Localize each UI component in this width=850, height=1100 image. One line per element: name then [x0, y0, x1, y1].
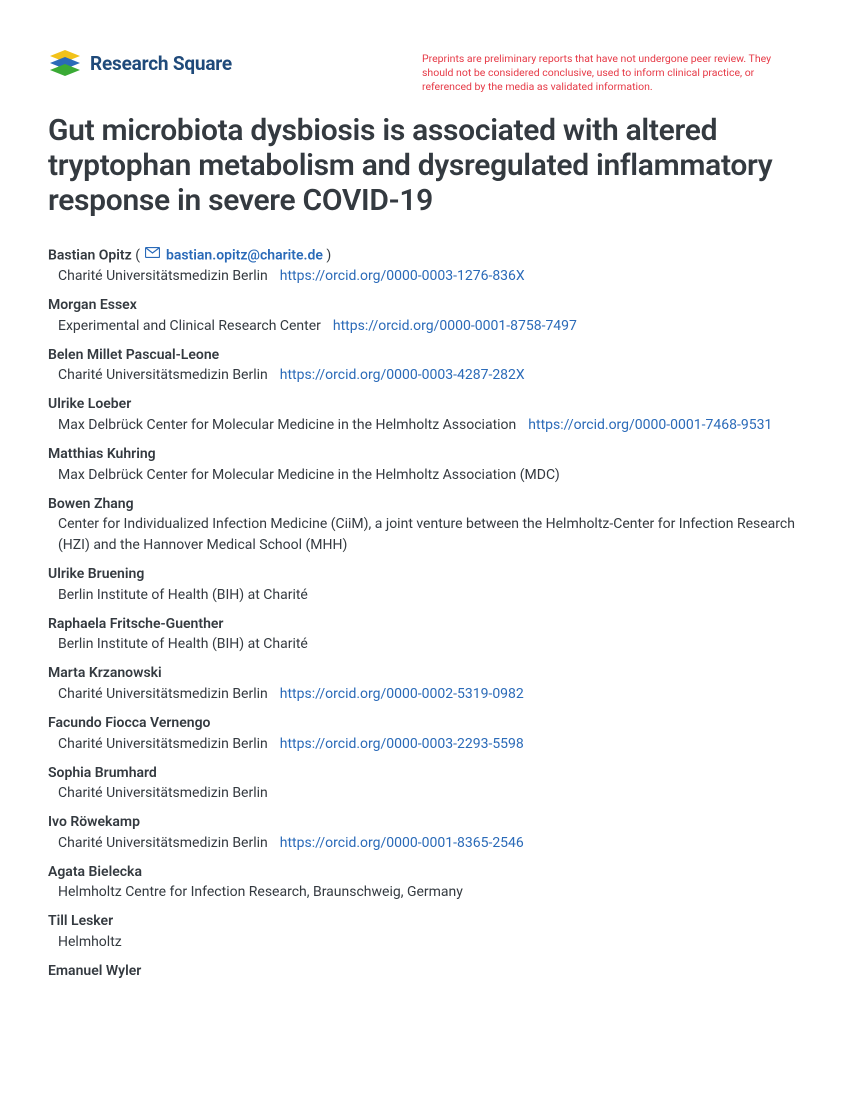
corresponding-email[interactable]: bastian.opitz@charite.de [162, 247, 322, 263]
author-affiliation: Experimental and Clinical Research Cente… [48, 316, 802, 337]
orcid-link[interactable]: https://orcid.org/0000-0003-4287-282X [280, 367, 525, 383]
orcid-link[interactable]: https://orcid.org/0000-0003-2293-5598 [280, 736, 524, 752]
disclaimer-text: Preprints are preliminary reports that h… [422, 48, 802, 95]
author-name: Matthias Kuhring [48, 445, 802, 465]
orcid-link[interactable]: https://orcid.org/0000-0001-8758-7497 [333, 318, 577, 334]
author-affiliation: Charité Universitätsmedizin Berlinhttps:… [48, 684, 802, 705]
author-block: Ulrike LoeberMax Delbrück Center for Mol… [48, 395, 802, 436]
author-affiliation: Charité Universitätsmedizin Berlinhttps:… [48, 833, 802, 854]
author-affiliation: Charité Universitätsmedizin Berlinhttps:… [48, 734, 802, 755]
author-name: Bastian Opitz ( bastian.opitz@charite.de… [48, 245, 802, 267]
orcid-link[interactable]: https://orcid.org/0000-0002-5319-0982 [280, 686, 524, 702]
author-block: Bowen ZhangCenter for Individualized Inf… [48, 495, 802, 557]
orcid-link[interactable]: https://orcid.org/0000-0001-7468-9531 [528, 417, 772, 433]
author-affiliation: Charité Universitätsmedizin Berlin [48, 783, 802, 804]
author-affiliation: Berlin Institute of Health (BIH) at Char… [48, 585, 802, 606]
author-block: Ivo RöwekampCharité Universitätsmedizin … [48, 813, 802, 854]
orcid-link[interactable]: https://orcid.org/0000-0001-8365-2546 [280, 835, 524, 851]
logo-icon [48, 48, 82, 78]
author-affiliation: Charité Universitätsmedizin Berlinhttps:… [48, 266, 802, 287]
author-block: Morgan EssexExperimental and Clinical Re… [48, 296, 802, 337]
authors-list: Bastian Opitz ( bastian.opitz@charite.de… [48, 245, 802, 982]
author-name: Agata Bielecka [48, 863, 802, 883]
author-name: Sophia Brumhard [48, 764, 802, 784]
author-name: Ulrike Bruening [48, 565, 802, 585]
author-name: Morgan Essex [48, 296, 802, 316]
orcid-link[interactable]: https://orcid.org/0000-0003-1276-836X [280, 268, 525, 284]
header-row: Research Square Preprints are preliminar… [48, 48, 802, 95]
author-name: Bowen Zhang [48, 495, 802, 515]
author-block: Agata BieleckaHelmholtz Centre for Infec… [48, 863, 802, 904]
author-block: Ulrike BrueningBerlin Institute of Healt… [48, 565, 802, 606]
mail-icon [145, 245, 160, 265]
author-affiliation: Center for Individualized Infection Medi… [48, 514, 802, 556]
author-name: Ulrike Loeber [48, 395, 802, 415]
author-name: Marta Krzanowski [48, 664, 802, 684]
author-block: Till LeskerHelmholtz [48, 912, 802, 953]
author-affiliation: Helmholtz Centre for Infection Research,… [48, 882, 802, 903]
author-block: Sophia BrumhardCharité Universitätsmediz… [48, 764, 802, 805]
author-name: Belen Millet Pascual-Leone [48, 346, 802, 366]
author-block: Matthias KuhringMax Delbrück Center for … [48, 445, 802, 486]
author-name: Facundo Fiocca Vernengo [48, 714, 802, 734]
author-affiliation: Charité Universitätsmedizin Berlinhttps:… [48, 365, 802, 386]
author-name: Ivo Röwekamp [48, 813, 802, 833]
author-block: Emanuel Wyler [48, 962, 802, 982]
author-block: Bastian Opitz ( bastian.opitz@charite.de… [48, 245, 802, 288]
paper-title: Gut microbiota dysbiosis is associated w… [48, 113, 802, 219]
author-block: Facundo Fiocca VernengoCharité Universit… [48, 714, 802, 755]
brand-name: Research Square [90, 52, 232, 75]
author-affiliation: Max Delbrück Center for Molecular Medici… [48, 415, 802, 436]
author-block: Belen Millet Pascual-LeoneCharité Univer… [48, 346, 802, 387]
brand-logo: Research Square [48, 48, 232, 78]
author-block: Marta KrzanowskiCharité Universitätsmedi… [48, 664, 802, 705]
author-affiliation: Max Delbrück Center for Molecular Medici… [48, 465, 802, 486]
author-name: Till Lesker [48, 912, 802, 932]
author-affiliation: Helmholtz [48, 932, 802, 953]
author-affiliation: Berlin Institute of Health (BIH) at Char… [48, 634, 802, 655]
author-block: Raphaela Fritsche-GuentherBerlin Institu… [48, 615, 802, 656]
author-name: Raphaela Fritsche-Guenther [48, 615, 802, 635]
author-name: Emanuel Wyler [48, 962, 802, 982]
